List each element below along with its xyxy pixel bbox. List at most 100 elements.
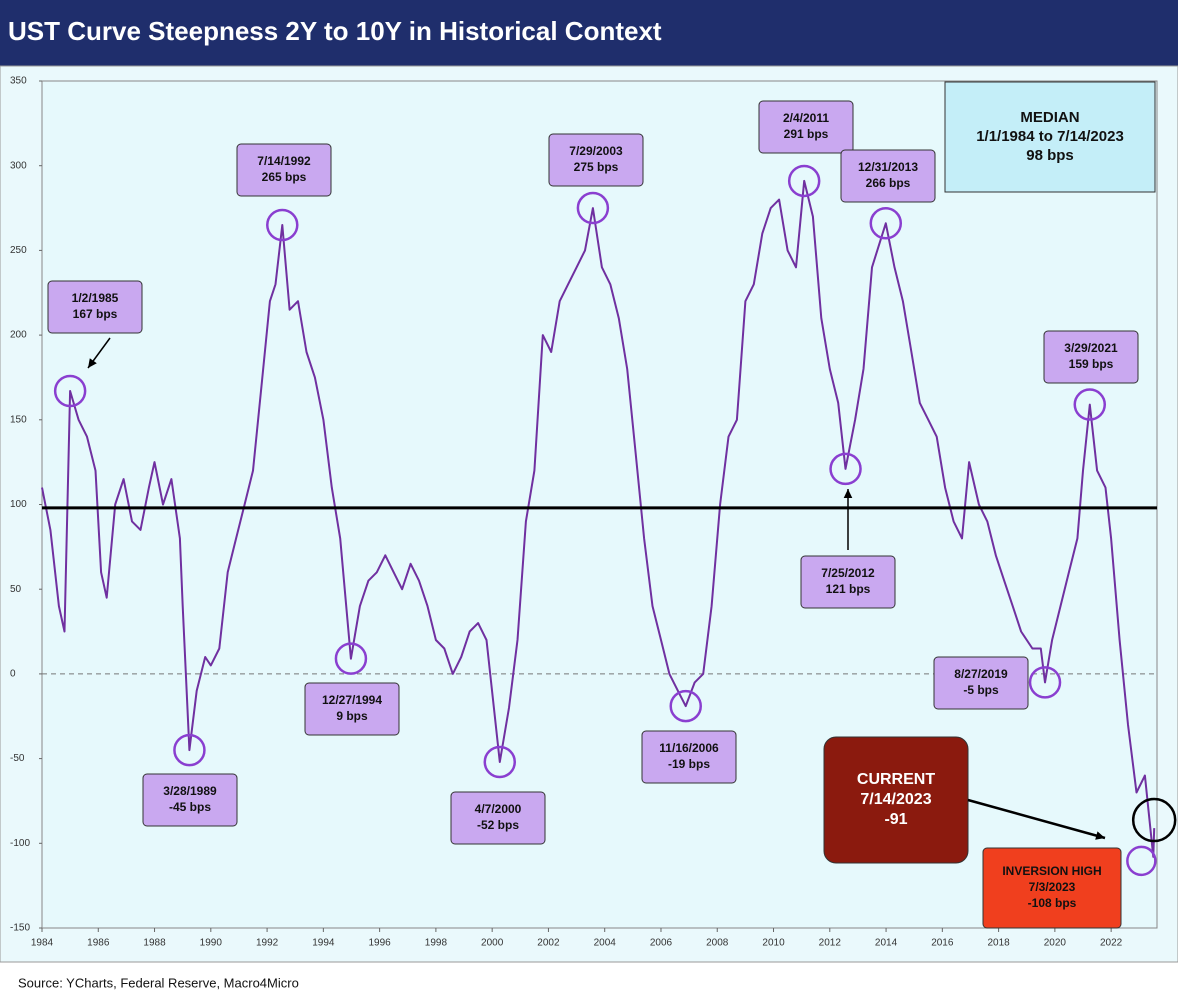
highlight-circle [334, 642, 368, 675]
inversion-circle [1126, 845, 1157, 877]
annotation-box-text: 121 bps [826, 582, 871, 596]
y-tick-label: 0 [10, 669, 16, 680]
arrow-head [88, 358, 97, 368]
x-tick-label: 1998 [425, 938, 448, 949]
annotation-box-text: 11/16/2006 [659, 741, 719, 755]
x-tick-label: 2004 [594, 938, 617, 949]
x-tick-label: 1984 [31, 938, 54, 949]
highlight-circle [869, 207, 903, 240]
annotation-box-text: -52 bps [477, 818, 519, 832]
x-tick-label: 2016 [931, 938, 954, 949]
annotation-box-text: 266 bps [866, 176, 911, 190]
x-tick-label: 1996 [368, 938, 391, 949]
annotation-box [840, 149, 936, 203]
x-tick-label: 2008 [706, 938, 729, 949]
annotation-box-text: 8/27/2019 [954, 667, 1008, 681]
annotation-box-text: 265 bps [262, 170, 307, 184]
x-tick-label: 2014 [875, 938, 898, 949]
median-box-text: 1/1/1984 to 7/14/2023 [976, 128, 1124, 145]
x-tick-label: 1986 [87, 938, 110, 949]
arrow-head [1095, 831, 1105, 840]
y-tick-label: 50 [10, 584, 22, 595]
annotation-box [758, 100, 854, 154]
x-tick-label: 2002 [537, 938, 560, 949]
y-tick-label: 200 [10, 330, 27, 341]
current-box-text: 7/14/2023 [860, 791, 931, 808]
annotation-box [933, 656, 1029, 710]
annotation-box-text: -5 bps [963, 683, 999, 697]
x-tick-label: 2006 [650, 938, 673, 949]
y-tick-label: -50 [10, 753, 25, 764]
annotation-box [800, 555, 896, 609]
x-tick-label: 2000 [481, 938, 504, 949]
highlight-circle [1073, 388, 1107, 421]
current-circle [1131, 797, 1177, 843]
annotation-box-text: -19 bps [668, 757, 710, 771]
highlight-circle [1028, 666, 1062, 699]
annotation-box-text: 12/27/1994 [322, 693, 382, 707]
x-tick-label: 2010 [762, 938, 785, 949]
highlight-circle [669, 689, 702, 723]
y-tick-label: 250 [10, 245, 27, 256]
annotation-box-text: -45 bps [169, 800, 211, 814]
annotation-box [142, 773, 238, 827]
highlight-circle [576, 191, 610, 225]
arrow-head [843, 489, 853, 498]
inversion-box-text: 7/3/2023 [1029, 880, 1076, 894]
annotation-box-text: 2/4/2011 [783, 111, 829, 125]
annotation-box-text: 7/25/2012 [821, 566, 875, 580]
inversion-box-text: INVERSION HIGH [1002, 864, 1101, 878]
median-box-text: 98 bps [1026, 147, 1074, 164]
y-tick-label: -100 [10, 838, 30, 849]
annotation-box [548, 133, 644, 187]
annotation-box [641, 730, 737, 784]
annotation-box-text: 4/7/2000 [475, 802, 522, 816]
highlight-circle [787, 164, 821, 198]
annotation-box-text: 12/31/2013 [858, 160, 918, 174]
annotation-box [47, 280, 143, 334]
annotation-box-text: 3/29/2021 [1064, 341, 1118, 355]
annotation-box-text: 1/2/1985 [72, 291, 119, 305]
x-tick-label: 1990 [200, 938, 223, 949]
annotation-box-text: 3/28/1989 [163, 784, 217, 798]
annotation-box [304, 682, 400, 736]
inversion-box [982, 847, 1122, 929]
annotation-box-text: 291 bps [784, 127, 829, 141]
highlight-circle [173, 733, 206, 767]
annotation-box [450, 791, 546, 845]
annotation-box-text: 7/29/2003 [569, 144, 623, 158]
chart-title: UST Curve Steepness 2Y to 10Y in Histori… [8, 16, 662, 46]
x-tick-label: 2018 [987, 938, 1010, 949]
annotation-box-text: 275 bps [574, 160, 619, 174]
title-bar [0, 0, 1178, 66]
x-tick-label: 1994 [312, 938, 335, 949]
inversion-box-text: -108 bps [1028, 896, 1077, 910]
annotation-box [1043, 330, 1139, 384]
x-tick-label: 1988 [143, 938, 166, 949]
y-tick-label: 300 [10, 160, 27, 171]
y-tick-label: 150 [10, 414, 27, 425]
series-line [41, 179, 1156, 858]
highlight-circle [483, 745, 517, 779]
current-box-text: -91 [884, 811, 907, 828]
median-box [944, 81, 1156, 193]
annotation-box-text: 159 bps [1069, 357, 1114, 371]
median-box-text: MEDIAN [1020, 109, 1079, 126]
annotation-box [236, 143, 332, 197]
x-tick-label: 2022 [1100, 938, 1123, 949]
x-tick-label: 2012 [819, 938, 842, 949]
y-tick-label: -150 [10, 923, 30, 934]
annotation-box-text: 167 bps [73, 307, 118, 321]
source: Source: YCharts, Federal Reserve, Macro4… [18, 975, 299, 990]
highlight-circle [266, 208, 299, 242]
highlight-circle [829, 452, 862, 486]
annotation-box-text: 9 bps [336, 709, 368, 723]
annotation-box-text: 7/14/1992 [257, 154, 311, 168]
current-box-text: CURRENT [857, 771, 935, 788]
highlight-circle [53, 374, 87, 408]
x-tick-label: 1992 [256, 938, 279, 949]
arrow [967, 798, 1106, 840]
y-tick-label: 350 [10, 76, 27, 87]
x-tick-label: 2020 [1044, 938, 1067, 949]
